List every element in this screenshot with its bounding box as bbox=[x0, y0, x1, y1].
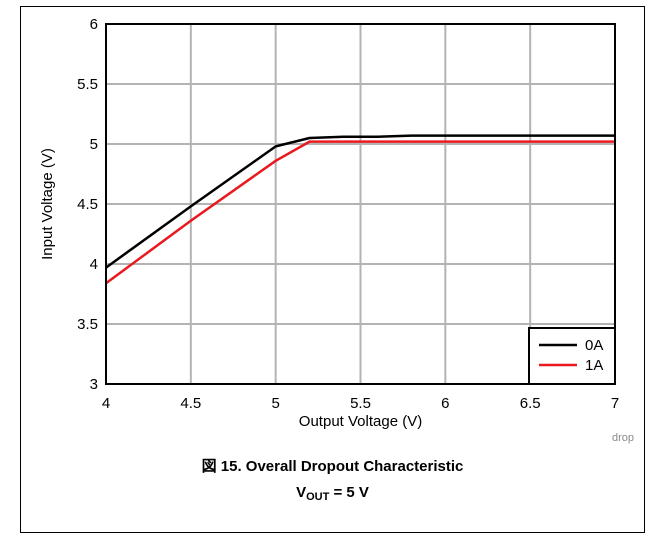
y-tick-label: 4 bbox=[90, 256, 98, 273]
y-tick-label: 5.5 bbox=[77, 76, 98, 93]
x-tick-label: 5 bbox=[271, 395, 279, 412]
y-axis-label: Input Voltage (V) bbox=[39, 148, 56, 260]
y-tick-label: 3 bbox=[90, 376, 98, 393]
condition-value: = 5 V bbox=[329, 484, 369, 501]
x-tick-label: 4.5 bbox=[180, 395, 201, 412]
legend-label-0a: 0A bbox=[585, 337, 603, 354]
figure-condition: VOUT = 5 V bbox=[20, 484, 645, 506]
y-tick-label: 5 bbox=[90, 136, 98, 153]
series-line-1a bbox=[105, 140, 615, 285]
plot-area bbox=[105, 23, 616, 385]
condition-subscript: OUT bbox=[306, 491, 330, 503]
tick-labels: 4 4.5 5 5.5 6 6.5 7 3 3.5 4 4.5 5 5.5 6 bbox=[77, 16, 619, 412]
x-tick-label: 7 bbox=[611, 395, 619, 412]
figure-caption: 図 15. Overall Dropout Characteristic bbox=[201, 458, 464, 475]
x-tick-label: 6.5 bbox=[520, 395, 541, 412]
legend-box bbox=[528, 327, 616, 385]
x-tick-label: 6 bbox=[441, 395, 449, 412]
y-tick-label: 6 bbox=[90, 16, 98, 33]
x-axis-label: Output Voltage (V) bbox=[299, 413, 422, 430]
condition-symbol: V bbox=[296, 484, 307, 501]
x-tick-label: 5.5 bbox=[350, 395, 371, 412]
x-tick-label: 4 bbox=[102, 395, 110, 412]
y-tick-label: 3.5 bbox=[77, 316, 98, 333]
legend-label-1a: 1A bbox=[585, 357, 603, 374]
y-tick-label: 4.5 bbox=[77, 196, 98, 213]
figure-tag: drop bbox=[612, 432, 635, 444]
series-layer bbox=[105, 134, 615, 285]
series-line-0a bbox=[105, 134, 615, 269]
